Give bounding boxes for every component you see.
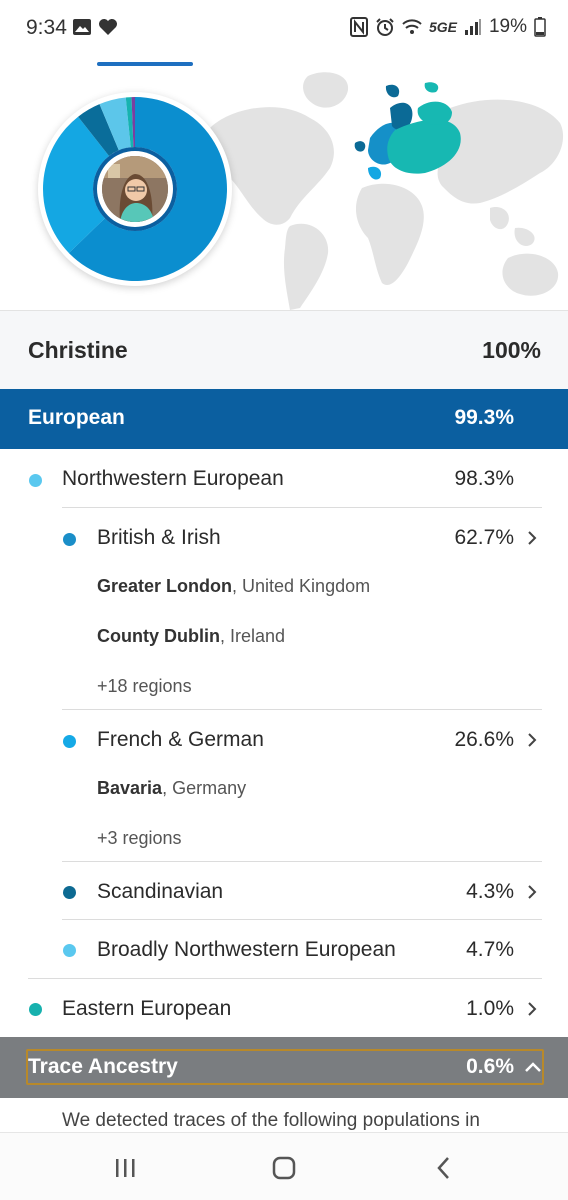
ancestry-percent: 98.3% [454, 467, 514, 490]
legend-dot [29, 1003, 42, 1016]
region-detail[interactable]: County Dublin, Ireland [97, 626, 286, 646]
total-percent: 100% [482, 337, 541, 363]
trace-name: Trace Ancestry [28, 1055, 178, 1078]
status-bar: 9:34 5GE 19% [0, 0, 568, 60]
signal-icon [464, 19, 481, 35]
ancestry-percent: 62.7% [454, 526, 514, 549]
legend-dot [29, 474, 42, 487]
list-item-northwestern-european[interactable]: Northwestern European 98.3% [0, 450, 568, 508]
region-detail[interactable]: Greater London, United Kingdom [97, 576, 371, 596]
back-icon[interactable] [424, 1153, 464, 1183]
trace-percent: 0.6% [466, 1055, 514, 1078]
wifi-icon [402, 19, 422, 34]
trace-description: We detected traces of the following popu… [62, 1110, 480, 1131]
focus-outline [26, 1049, 544, 1085]
list-item-british-irish[interactable]: British & Irish 62.7% [0, 509, 568, 567]
ancestry-name: Scandinavian [97, 880, 224, 903]
recent-apps-icon[interactable] [106, 1153, 146, 1183]
ancestry-percent: 1.0% [466, 997, 514, 1020]
donut-segment [43, 116, 110, 253]
battery-percent: 19% [488, 16, 527, 37]
chevron-right-icon [528, 1002, 537, 1016]
system-nav-bar [0, 1132, 568, 1200]
person-name: Christine [28, 337, 128, 363]
battery-icon [534, 17, 546, 37]
region-header-european[interactable]: European 99.3% [0, 389, 568, 449]
divider [62, 507, 542, 508]
alarm-icon [376, 18, 394, 36]
more-regions-link[interactable]: +18 regions [97, 676, 192, 696]
region-name: European [28, 406, 125, 429]
nfc-icon [349, 17, 368, 37]
chevron-right-icon [528, 531, 537, 545]
ancestry-name: Eastern European [62, 997, 232, 1020]
divider [62, 861, 542, 862]
ancestry-name: French & German [97, 728, 264, 751]
chevron-right-icon [528, 885, 537, 899]
ancestry-percent: 26.6% [454, 728, 514, 751]
network-label: 5GE [428, 19, 457, 35]
total-row: Christine 100% [0, 310, 568, 389]
ancestry-name: Broadly Northwestern European [97, 938, 396, 961]
donut-segment [125, 97, 134, 148]
ancestry-hero [0, 68, 568, 310]
more-regions-link[interactable]: +3 regions [97, 828, 182, 848]
world-map [207, 72, 564, 310]
image-icon [73, 19, 91, 35]
divider [62, 919, 542, 920]
ancestry-donut [38, 92, 232, 286]
active-tab-indicator [97, 62, 193, 66]
donut-segment [78, 104, 119, 156]
ancestry-percent: 4.7% [466, 938, 514, 961]
ancestry-name: Northwestern European [62, 467, 284, 490]
legend-dot [63, 735, 76, 748]
legend-dot [63, 886, 76, 899]
donut-segment [99, 97, 131, 151]
divider [62, 709, 542, 710]
avatar [97, 151, 173, 227]
list-item-broadly-northwestern: Broadly Northwestern European 4.7% [0, 921, 568, 979]
heart-icon [99, 19, 117, 35]
ancestry-percent: 4.3% [466, 880, 514, 903]
list-item-french-german[interactable]: French & German 26.6% [0, 711, 568, 769]
donut-segment [68, 97, 227, 281]
status-time: 9:34 [26, 16, 67, 39]
legend-dot [63, 944, 76, 957]
trace-ancestry-header[interactable]: Trace Ancestry 0.6% [0, 1037, 568, 1098]
chevron-up-icon [525, 1062, 541, 1072]
list-item-eastern-european[interactable]: Eastern European 1.0% [0, 980, 568, 1038]
ancestry-name: British & Irish [97, 526, 221, 549]
chevron-right-icon [528, 733, 537, 747]
legend-dot [63, 533, 76, 546]
region-detail[interactable]: Bavaria, Germany [97, 778, 247, 798]
region-percent: 99.3% [454, 406, 514, 429]
home-icon[interactable] [264, 1153, 304, 1183]
list-item-scandinavian[interactable]: Scandinavian 4.3% [0, 863, 568, 921]
donut-segment [131, 97, 135, 148]
divider [28, 978, 542, 979]
